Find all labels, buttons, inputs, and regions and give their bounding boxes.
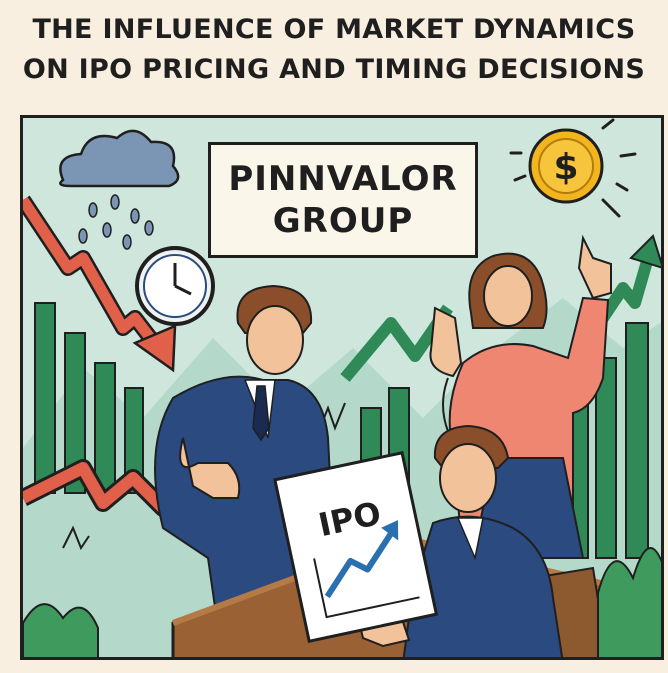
company-name-line-2: GROUP xyxy=(272,201,414,241)
company-name-line-1: PINNVALOR xyxy=(228,159,458,199)
comic-panel: $ xyxy=(20,115,664,660)
clock-icon xyxy=(135,246,215,326)
up-arrow-head-icon xyxy=(629,234,661,269)
right-bush xyxy=(597,547,661,657)
page-title: THE INFLUENCE OF MARKET DYNAMICS ON IPO … xyxy=(0,10,668,90)
left-green-bars xyxy=(34,302,144,494)
dollar-coin-icon: $ xyxy=(509,118,637,218)
down-trend-arrow-icon xyxy=(23,195,177,373)
company-sign: PINNVALOR GROUP xyxy=(208,142,478,258)
left-bush xyxy=(23,603,99,657)
title-line-1: THE INFLUENCE OF MARKET DYNAMICS xyxy=(32,14,636,45)
coin-symbol: $ xyxy=(553,147,578,188)
zigzag-line-small xyxy=(62,525,90,551)
middle-up-trend-line xyxy=(340,304,453,382)
title-line-2: ON IPO PRICING AND TIMING DECISIONS xyxy=(22,54,646,85)
rain-cloud-icon xyxy=(59,129,180,250)
